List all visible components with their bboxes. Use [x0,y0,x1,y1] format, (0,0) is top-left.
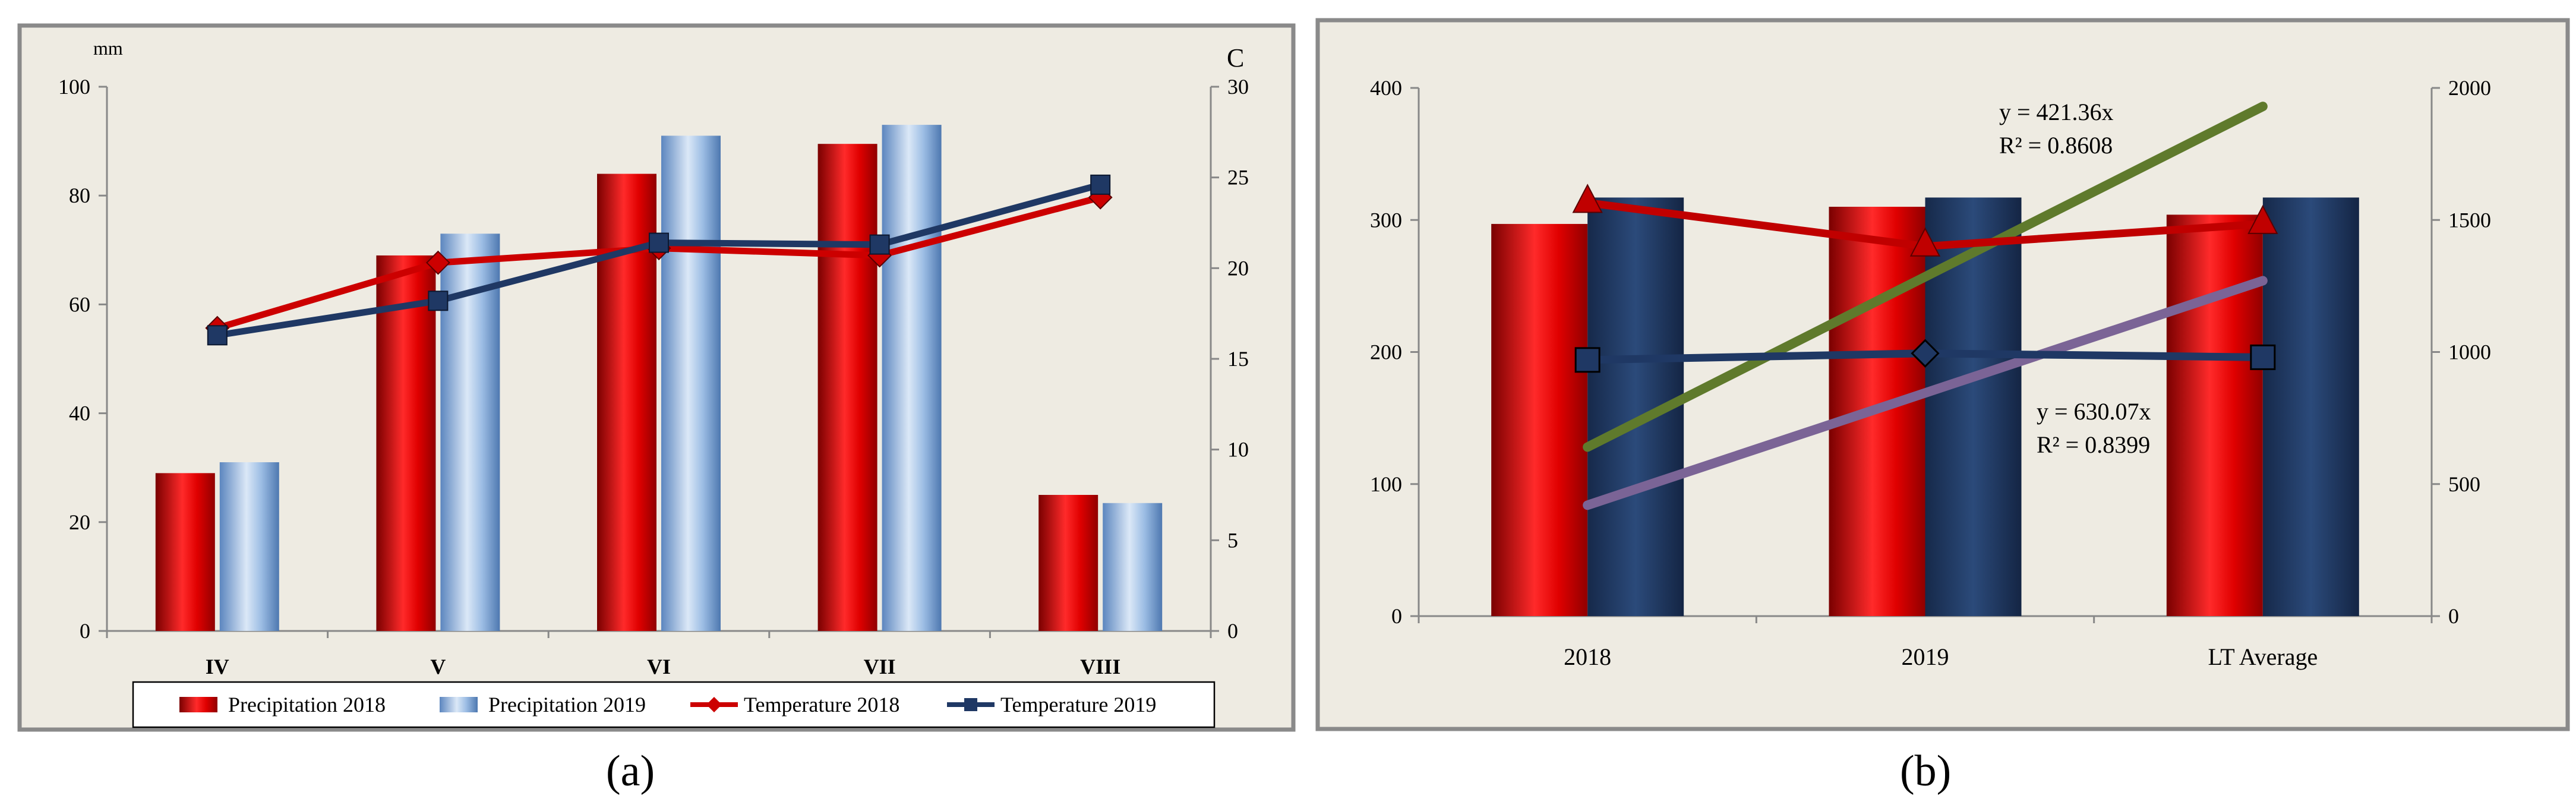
y-right-tick-label: 5 [1227,528,1238,552]
trendline-purple-trend [1583,276,2268,510]
legend-marker-square [964,698,977,711]
bar-precipitation-2018 [376,255,436,632]
y-left-axis-label: mm [93,37,123,59]
marker-square [428,291,449,311]
y-right-tick-label: 20 [1227,256,1249,280]
marker-square [1574,347,1600,373]
y-left-tick-label: 40 [69,402,90,425]
annotation-equation-green: y = 421.36x [1999,99,2114,125]
legend-swatch [179,697,217,712]
panel-b-chart: 0 100 200 300 400 0 500 1000 1500 2000 2018 2019 LT … [1370,76,2491,670]
y-left-tick-label: 300 [1370,208,1402,232]
marker-diamond [1911,339,1940,368]
legend-swatch [440,697,478,712]
bar-navy-bars [2262,197,2359,616]
legend-box [132,681,1216,728]
x-tick-label: 2019 [1902,643,1949,670]
y-right-tick-label: 15 [1227,347,1249,371]
x-tick-label: 2018 [1564,643,1611,670]
x-tick-label: VIII [1080,655,1120,678]
y-right-axis-label: C [1227,43,1244,72]
panel-b-label: (b) [1900,747,1952,796]
bar-navy-bars [1925,197,2022,616]
y-right-tick-label: 25 [1227,166,1249,190]
x-tick-label: IV [206,655,229,678]
legend-label: Temperature 2019 [1000,693,1156,717]
bar-precipitation-2018 [155,473,215,631]
marker-triangle [2247,204,2278,234]
y-left-tick-label: 0 [1391,604,1402,628]
marker-diamond [425,250,450,275]
bar-precipitation-2019 [219,462,279,631]
y-left-tick-label: 100 [1370,472,1402,496]
bar-red-bars [2166,214,2263,616]
marker-square [869,234,890,255]
y-left-tick-label: 100 [58,75,90,99]
y-left-tick-label: 60 [69,292,90,316]
trendline-green-trend [1583,102,2268,452]
bar-precipitation-2018 [1038,495,1098,631]
y-left-tick-label: 0 [80,619,90,643]
legend-marker-diamond [706,697,722,712]
x-tick-label: VII [864,655,896,678]
bar-precipitation-2019 [882,125,942,631]
bar-precipitation-2019 [661,135,721,631]
y-right-tick-label: 0 [2448,604,2459,628]
y-right-tick-label: 30 [1227,75,1249,99]
marker-triangle [1572,184,1603,213]
legend-label: Precipitation 2018 [228,693,386,717]
y-left-tick-label: 400 [1370,76,1402,100]
x-tick-label: LT Average [2208,643,2318,670]
marker-square [1090,174,1111,195]
y-right-tick-label: 2000 [2448,76,2491,100]
panel-a-label: (a) [606,747,655,796]
y-right-tick-label: 500 [2448,472,2480,496]
marker-triangle [1909,227,1941,257]
bar-precipitation-2018 [817,144,877,631]
y-left-tick-label: 200 [1370,340,1402,364]
marker-square [2250,344,2276,370]
legend-label: Precipitation 2019 [488,693,646,717]
y-left-tick-label: 80 [69,184,90,207]
y-right-tick-label: 0 [1227,619,1238,643]
marker-square [649,232,669,253]
x-tick-label: VI [647,655,671,678]
marker-square [207,325,228,346]
annotation-r2-purple: R² = 0.8399 [2037,431,2150,458]
panel-a-chart: 0 20 40 60 80 100 0 5 10 15 20 25 30 mm C IV V VI VII VIII P… [58,37,1249,728]
annotation-equation-purple: y = 630.07x [2037,398,2151,425]
y-right-tick-label: 1500 [2448,208,2491,232]
bar-precipitation-2019 [1103,503,1163,631]
legend-label: Temperature 2018 [744,693,899,717]
x-tick-label: V [430,655,446,678]
y-right-tick-label: 10 [1227,438,1249,462]
bar-red-bars [1491,223,1588,617]
annotation-r2-green: R² = 0.8608 [1999,132,2113,159]
y-right-tick-label: 1000 [2448,340,2491,364]
y-left-tick-label: 20 [69,510,90,534]
